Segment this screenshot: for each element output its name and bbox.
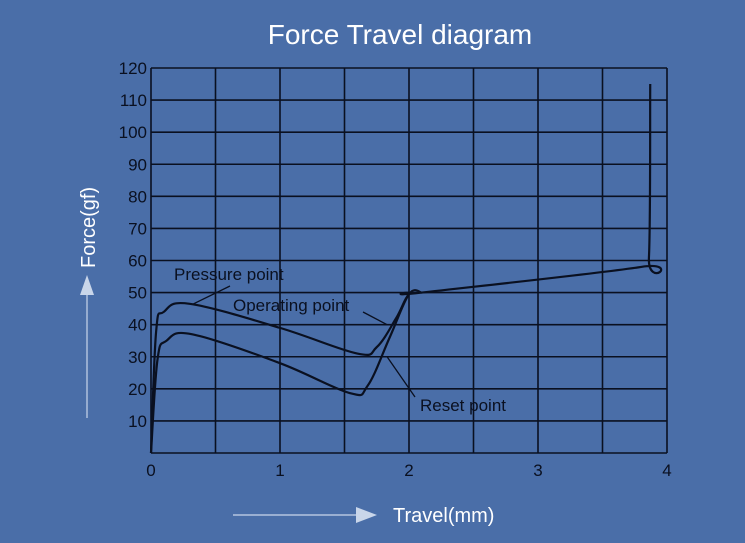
x-tick-label: 1 xyxy=(275,461,284,480)
y-tick-label: 120 xyxy=(119,59,147,78)
y-tick-label: 80 xyxy=(128,187,147,206)
y-tick-label: 110 xyxy=(120,91,147,110)
press-curve xyxy=(149,84,663,454)
release-curve xyxy=(149,289,423,454)
x-tick-label: 4 xyxy=(662,461,671,480)
y-tick-label: 20 xyxy=(128,380,147,399)
annotation-label: Reset point xyxy=(420,396,506,415)
y-tick-label: 50 xyxy=(128,284,147,303)
y-tick-label: 30 xyxy=(128,348,147,367)
y-tick-label: 90 xyxy=(128,155,147,174)
tick-labels: 0 1 2 3 4 10 20 30 40 50 60 70 80 90 100 110 120 xyxy=(119,59,672,480)
y-tick-label: 100 xyxy=(119,123,147,142)
x-tick-label: 3 xyxy=(533,461,542,480)
y-axis-arrow-head xyxy=(80,275,94,295)
x-axis-label: Travel(mm) xyxy=(393,505,494,527)
y-tick-label: 60 xyxy=(128,252,147,271)
annotation-label: Operating point xyxy=(233,296,350,315)
y-tick-label: 40 xyxy=(128,316,147,335)
annotation-leader-line xyxy=(386,356,416,398)
y-tick-label: 70 xyxy=(128,219,147,238)
annotation-leader-line xyxy=(193,285,231,305)
annotation-leader-line xyxy=(362,311,388,326)
annotations: Pressure point Operating point Reset point xyxy=(174,265,506,415)
x-tick-label: 2 xyxy=(404,461,413,480)
chart-title: Force Travel diagram xyxy=(268,19,533,50)
y-axis-label: Force(gf) xyxy=(78,187,100,268)
x-axis-arrow-head xyxy=(356,507,377,523)
grid xyxy=(150,67,668,454)
x-tick-label: 0 xyxy=(146,461,155,480)
annotation-label: Pressure point xyxy=(174,265,284,284)
series-group xyxy=(149,84,663,454)
y-tick-label: 10 xyxy=(128,412,147,431)
